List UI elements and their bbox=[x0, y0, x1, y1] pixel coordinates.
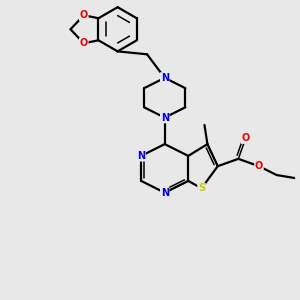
Text: N: N bbox=[161, 112, 169, 123]
Text: O: O bbox=[255, 161, 263, 171]
Text: O: O bbox=[80, 38, 88, 48]
Text: N: N bbox=[137, 151, 145, 161]
Text: S: S bbox=[198, 183, 205, 193]
Text: O: O bbox=[80, 10, 88, 20]
Text: N: N bbox=[161, 73, 169, 83]
Text: O: O bbox=[242, 133, 250, 143]
Text: N: N bbox=[161, 188, 169, 198]
